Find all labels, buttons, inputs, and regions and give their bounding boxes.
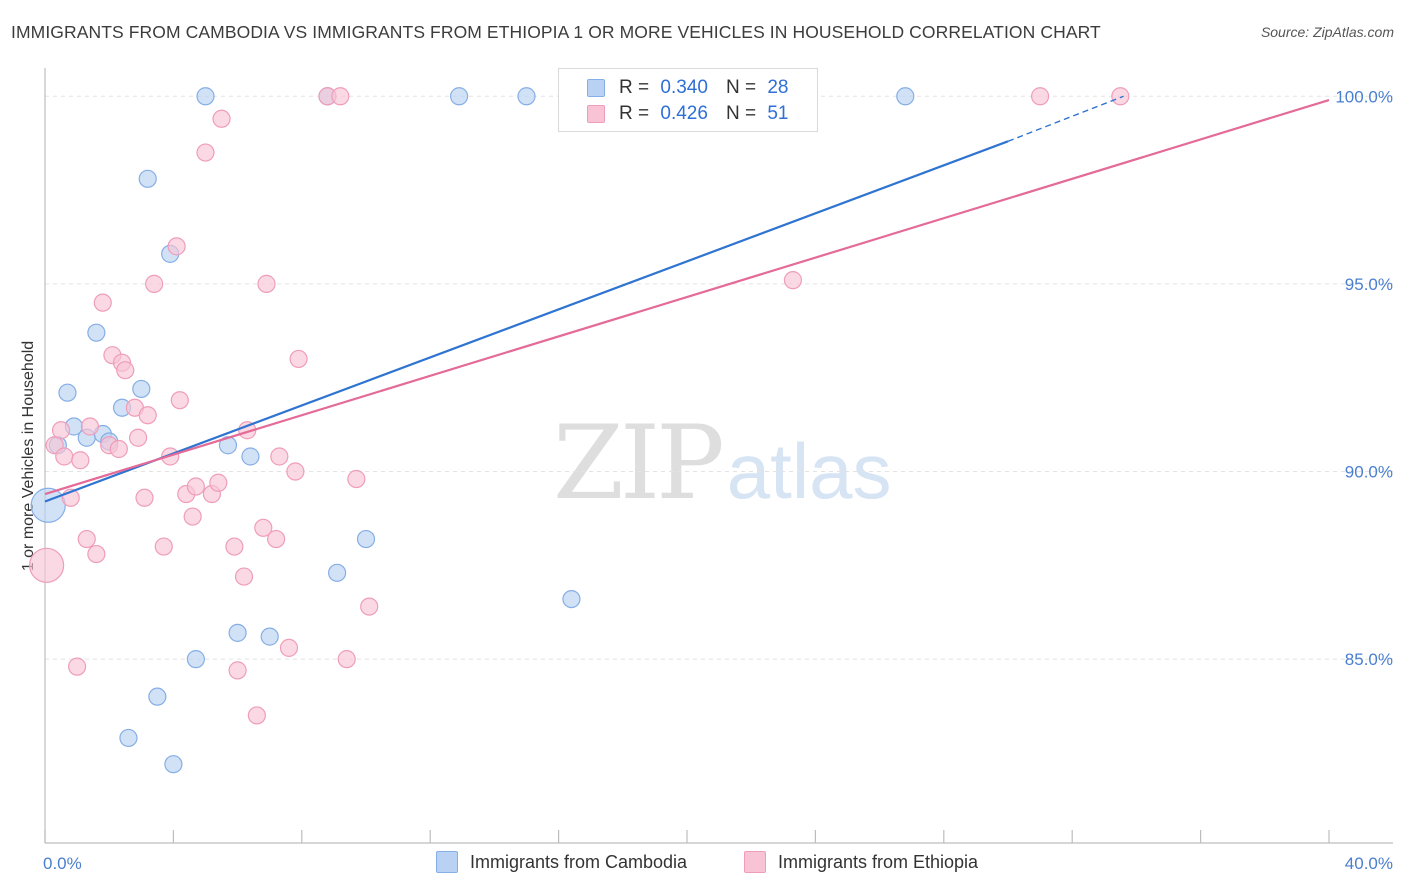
legend-row-cambodia: R = 0.340 N = 28 xyxy=(559,76,788,100)
ethiopia-point xyxy=(267,529,286,549)
ethiopia-point xyxy=(109,439,128,459)
ethiopia-point xyxy=(170,391,189,410)
ethiopia-point xyxy=(116,361,135,380)
ethiopia-point xyxy=(347,469,366,489)
legend-r-label: R = xyxy=(619,103,650,124)
ethiopia-point xyxy=(67,657,87,676)
ethiopia-point xyxy=(212,109,231,128)
cambodia-point xyxy=(138,169,157,188)
legend-n-value: 28 xyxy=(767,77,789,98)
ethiopia-trend-line xyxy=(44,98,1330,496)
ethiopia-point xyxy=(783,271,803,290)
watermark-zip: ZIP xyxy=(553,404,725,523)
ethiopia-point xyxy=(225,537,244,556)
ethiopia-point xyxy=(183,507,202,526)
cambodia-point xyxy=(87,323,106,342)
ethiopia-point xyxy=(87,544,106,564)
ethiopia-point xyxy=(254,518,273,537)
ethiopia-point xyxy=(145,274,164,293)
cambodia-point xyxy=(896,87,915,106)
ethiopia-point xyxy=(286,462,305,481)
ethiopia-point xyxy=(128,428,148,447)
legend-row-ethiopia: R = 0.426 N = 51 xyxy=(559,102,788,126)
watermark: ZIPatlas xyxy=(553,404,892,523)
legend-r-value: 0.426 xyxy=(660,103,708,124)
bottom-legend-swatch-cambodia xyxy=(436,851,458,873)
legend-n-value: 51 xyxy=(767,103,789,124)
ethiopia-point xyxy=(228,661,247,680)
cambodia-point xyxy=(517,87,536,106)
cambodia-point xyxy=(186,650,205,669)
y-tick-label: 90.0% xyxy=(1345,463,1393,482)
ethiopia-point xyxy=(138,406,157,425)
ethiopia-point xyxy=(186,477,205,496)
cambodia-point xyxy=(164,755,183,774)
chart-title: IMMIGRANTS FROM CAMBODIA VS IMMIGRANTS F… xyxy=(11,22,1101,42)
cambodia-point xyxy=(132,379,151,399)
legend-n-label: N = xyxy=(725,103,757,124)
legend-r-label: R = xyxy=(619,77,650,98)
cambodia-trend-line xyxy=(44,140,1009,503)
cambodia-point xyxy=(449,87,469,106)
source-credit: Source: ZipAtlas.com xyxy=(1260,24,1394,40)
bottom-legend-cambodia[interactable]: Immigrants from Cambodia xyxy=(436,851,687,873)
ethiopia-point xyxy=(279,638,299,657)
bottom-legend-label-ethiopia: Immigrants from Ethiopia xyxy=(778,851,979,872)
ethiopia-point xyxy=(77,529,96,549)
bottom-legend-label-cambodia: Immigrants from Cambodia xyxy=(470,851,688,872)
cambodia-point xyxy=(58,383,77,402)
ethiopia-point xyxy=(331,87,350,106)
ethiopia-point xyxy=(51,421,71,440)
ethiopia-point xyxy=(1030,87,1050,106)
cambodia-point xyxy=(562,589,581,609)
y-tick-label: 100.0% xyxy=(1335,87,1393,106)
x-tick-label: 0.0% xyxy=(43,854,82,873)
cambodia-point xyxy=(119,728,138,748)
bottom-legend-swatch-ethiopia xyxy=(744,851,766,873)
legend-swatch-ethiopia xyxy=(587,105,605,123)
watermark-atlas: atlas xyxy=(726,427,892,515)
ethiopia-point xyxy=(93,293,112,312)
ethiopia-point xyxy=(247,706,266,725)
ethiopia-point xyxy=(55,447,74,466)
ethiopia-point xyxy=(270,447,289,466)
ethiopia-point xyxy=(289,349,308,369)
cambodia-point xyxy=(328,563,347,582)
ethiopia-point xyxy=(257,274,276,293)
y-tick-label: 95.0% xyxy=(1345,275,1393,294)
cambodia-trend-extension xyxy=(1007,95,1124,142)
cambodia-point xyxy=(241,447,260,466)
bottom-legend-ethiopia[interactable]: Immigrants from Ethiopia xyxy=(744,851,978,873)
cambodia-point xyxy=(260,627,279,646)
ethiopia-point xyxy=(337,650,356,669)
x-tick-label: 40.0% xyxy=(1345,854,1393,873)
correlation-legend: R = 0.340 N = 28 R = 0.426 N = 51 xyxy=(558,68,818,132)
ethiopia-point xyxy=(135,488,154,507)
cambodia-point xyxy=(196,87,215,106)
ethiopia-point xyxy=(29,547,65,583)
cambodia-point xyxy=(228,623,247,642)
ethiopia-point xyxy=(209,473,228,492)
ethiopia-point xyxy=(71,451,90,470)
ethiopia-point xyxy=(80,417,100,436)
legend-r-value: 0.340 xyxy=(660,77,708,98)
cambodia-point xyxy=(356,529,376,549)
ethiopia-point xyxy=(167,237,186,256)
cambodia-point xyxy=(148,687,167,706)
legend-n-label: N = xyxy=(725,77,757,98)
ethiopia-point xyxy=(196,143,215,162)
legend-swatch-cambodia xyxy=(587,79,605,97)
ethiopia-point xyxy=(154,537,173,556)
ethiopia-point xyxy=(360,597,379,616)
y-tick-label: 85.0% xyxy=(1345,650,1393,669)
ethiopia-point xyxy=(234,567,254,586)
ethiopia-point xyxy=(1111,87,1130,106)
